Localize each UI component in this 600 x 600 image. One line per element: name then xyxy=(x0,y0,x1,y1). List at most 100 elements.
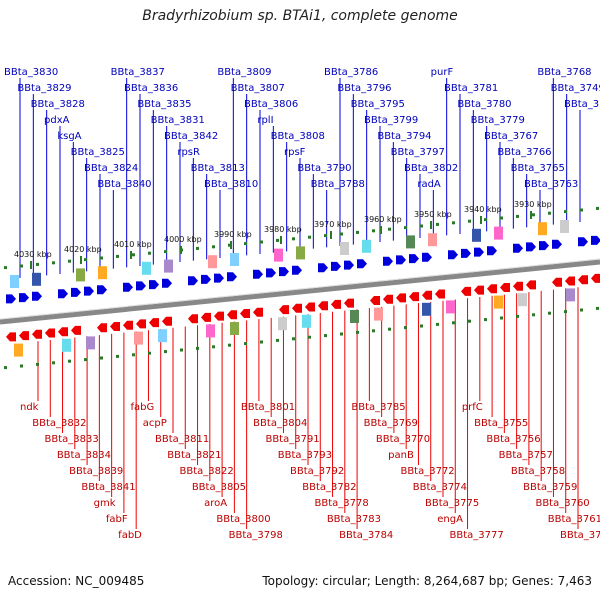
gene-label-top-0: BBta_3830 xyxy=(4,67,58,78)
rail-dot xyxy=(420,224,423,228)
rail-dot xyxy=(52,361,55,365)
forward-gene-arrow xyxy=(513,243,523,253)
gene-label-bottom-29: BBta_3770 xyxy=(376,434,430,445)
gene-label-bottom-36: prfC xyxy=(462,402,483,413)
gene-label-top-32: purF xyxy=(431,67,454,78)
feature-box xyxy=(406,235,415,249)
rail-dot xyxy=(596,206,599,210)
forward-gene-arrow xyxy=(123,282,133,292)
rail-dot xyxy=(260,340,263,344)
feature-box xyxy=(10,275,19,288)
gene-label-top-21: rpsF xyxy=(284,147,306,158)
rail-dot xyxy=(436,222,439,226)
rail-dot xyxy=(100,256,103,260)
rail-dot xyxy=(36,362,39,366)
kbp-tick xyxy=(30,261,32,269)
gene-label-bottom-28: BBta_3769 xyxy=(364,418,418,429)
rail-dot xyxy=(468,219,471,223)
reverse-gene-arrow xyxy=(110,322,120,331)
rail-dot xyxy=(260,240,263,244)
gene-label-bottom-3: BBta_3834 xyxy=(57,450,111,461)
gene-label-bottom-37: BBta_3755 xyxy=(474,418,528,429)
gene-label-top-26: BBta_3795 xyxy=(351,99,405,110)
genome-info-text: Topology: circular; Length: 8,264,687 bp… xyxy=(262,574,592,588)
gene-label-bottom-7: fabF xyxy=(106,514,128,525)
forward-gene-arrow xyxy=(487,246,497,256)
rail-dot xyxy=(548,311,551,315)
forward-gene-arrow xyxy=(58,289,68,299)
rail-dot xyxy=(84,258,87,262)
rail-dot xyxy=(308,335,311,339)
feature-box xyxy=(340,242,349,255)
rail-dot xyxy=(244,242,247,246)
forward-gene-arrow xyxy=(149,280,159,290)
rail-dot xyxy=(212,245,215,249)
gene-label-bottom-23: BBta_3782 xyxy=(302,482,356,493)
rail-dot xyxy=(20,364,23,368)
feature-box xyxy=(472,228,481,242)
kbp-label-7: 3960 kbp xyxy=(364,215,402,224)
rail-dot xyxy=(132,253,135,257)
reverse-gene-arrow xyxy=(162,316,172,326)
rail-dot xyxy=(436,322,439,326)
forward-gene-arrow xyxy=(552,239,562,249)
gene-label-bottom-8: fabD xyxy=(118,530,142,541)
rail-dot xyxy=(244,342,247,346)
gene-label-top-10: BBta_3835 xyxy=(137,99,191,110)
gene-label-top-20: BBta_3808 xyxy=(271,131,325,142)
reverse-gene-arrow xyxy=(58,327,68,337)
kbp-tick xyxy=(330,231,332,239)
rail-dot xyxy=(68,259,71,263)
feature-box xyxy=(142,261,151,275)
gene-label-top-9: BBta_3836 xyxy=(124,83,178,94)
gene-label-bottom-22: BBta_3792 xyxy=(290,466,344,477)
reverse-gene-arrow xyxy=(500,283,510,292)
forward-gene-arrow xyxy=(136,281,146,291)
forward-gene-arrow xyxy=(578,237,588,247)
forward-gene-arrow xyxy=(331,261,341,271)
kbp-tick xyxy=(130,251,132,259)
reverse-gene-arrow xyxy=(526,280,536,290)
rail-dot xyxy=(452,221,455,225)
reverse-gene-arrow xyxy=(370,296,380,305)
forward-gene-arrow xyxy=(32,291,42,301)
feature-box xyxy=(494,226,503,240)
kbp-tick xyxy=(280,236,282,244)
forward-gene-arrow xyxy=(292,265,302,275)
reverse-gene-arrow xyxy=(435,289,445,299)
gene-label-top-36: BBta_3767 xyxy=(484,131,538,142)
rail-dot xyxy=(212,345,215,349)
gene-label-top-24: BBta_3786 xyxy=(324,67,378,78)
rail-dot xyxy=(116,354,119,358)
kbp-tick xyxy=(230,241,232,249)
backbone-highlight xyxy=(0,258,600,320)
rail-dot xyxy=(452,321,455,325)
gene-label-top-6: BBta_3824 xyxy=(84,163,138,174)
feature-box xyxy=(208,255,217,269)
forward-gene-arrow xyxy=(188,276,198,286)
forward-gene-arrow xyxy=(409,254,419,264)
gene-label-top-29: BBta_3797 xyxy=(391,147,445,158)
forward-gene-arrow xyxy=(422,252,432,262)
rail-dot xyxy=(500,216,503,220)
gene-label-bottom-35: BBta_3777 xyxy=(450,530,504,541)
kbp-label-1: 4020 kbp xyxy=(64,245,102,254)
gene-label-top-14: BBta_3813 xyxy=(191,163,245,174)
gene-label-bottom-43: BBta_3761 xyxy=(548,514,600,525)
feature-box xyxy=(518,293,527,307)
gene-label-bottom-11: BBta_3811 xyxy=(155,434,209,445)
feature-box xyxy=(14,343,23,357)
gene-label-top-38: BBta_3765 xyxy=(511,163,565,174)
gene-label-bottom-12: BBta_3821 xyxy=(167,450,221,461)
gene-label-top-11: BBta_3831 xyxy=(151,115,205,126)
gene-label-top-30: BBta_3802 xyxy=(404,163,458,174)
gene-label-bottom-30: panB xyxy=(388,450,414,461)
gene-label-bottom-42: BBta_3760 xyxy=(535,498,589,509)
kbp-tick xyxy=(180,246,182,254)
feature-box xyxy=(560,220,569,233)
forward-gene-arrow xyxy=(162,278,172,288)
rail-dot xyxy=(420,324,423,328)
gene-label-top-2: BBta_3828 xyxy=(31,99,85,110)
forward-gene-arrow xyxy=(539,241,549,251)
feature-box xyxy=(230,322,239,335)
